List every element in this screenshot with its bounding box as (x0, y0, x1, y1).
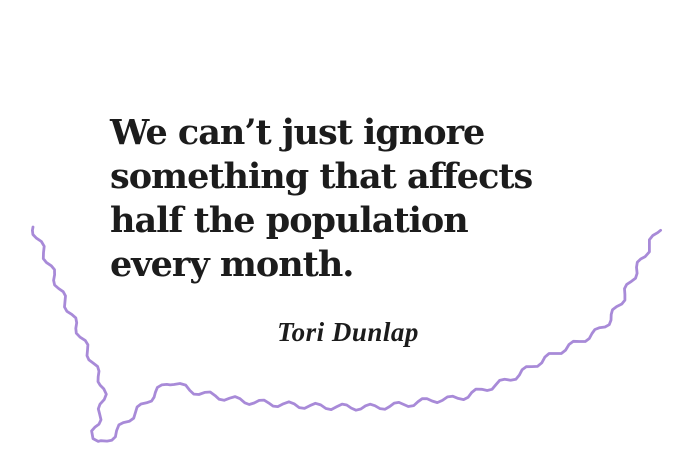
quote-line: half the population (110, 200, 469, 241)
quote-line: something that affects (110, 156, 533, 197)
quote-line: every month. (110, 244, 354, 285)
quote-line: We can’t just ignore (110, 112, 485, 153)
quote-text: We can’t just ignore something that affe… (110, 111, 533, 287)
quote-attribution: Tori Dunlap (277, 317, 419, 347)
